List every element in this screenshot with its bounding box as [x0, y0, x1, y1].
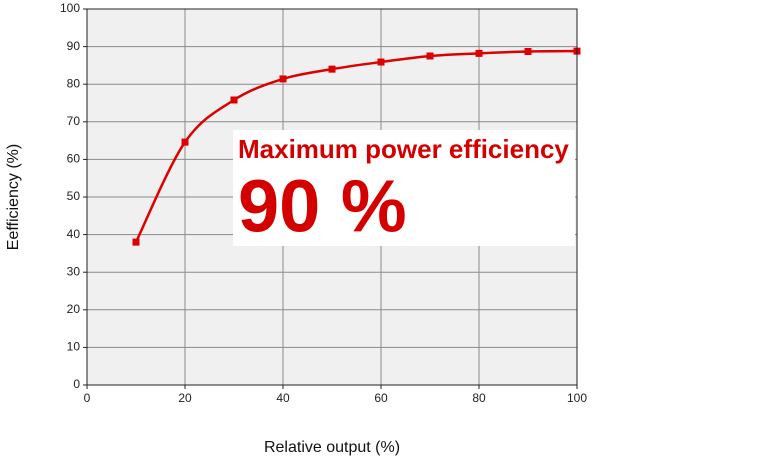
annotation: Maximum power efficiency [238, 134, 569, 164]
marker [230, 96, 238, 104]
y-tick-label: 100 [60, 1, 80, 15]
x-tick-label: 40 [276, 391, 290, 405]
x-tick-label: 0 [84, 391, 91, 405]
marker [475, 49, 483, 57]
marker [328, 65, 336, 73]
marker [426, 52, 434, 60]
marker [132, 238, 140, 246]
marker [181, 138, 189, 146]
y-tick-label: 80 [67, 76, 81, 90]
y-tick-label: 30 [67, 264, 81, 278]
annotation: 90 % [238, 165, 407, 248]
y-axis-label: Eefficiency (%) [5, 144, 22, 250]
marker [377, 58, 385, 66]
x-tick-label: 100 [567, 391, 587, 405]
y-tick-label: 90 [67, 39, 81, 53]
y-tick-label: 0 [73, 377, 80, 391]
y-tick-label: 10 [67, 340, 81, 354]
x-tick-label: 80 [472, 391, 486, 405]
y-tick-label: 40 [67, 227, 81, 241]
x-tick-label: 60 [374, 391, 388, 405]
y-tick-label: 20 [67, 302, 81, 316]
series-line [134, 49, 578, 243]
y-tick-label: 70 [67, 114, 81, 128]
x-tick-label: 20 [178, 391, 192, 405]
y-tick-label: 60 [67, 152, 81, 166]
y-tick-label: 50 [67, 189, 81, 203]
annotation-box [233, 130, 575, 246]
marker [279, 75, 287, 83]
x-axis-label: Relative output (%) [264, 439, 400, 456]
marker [524, 47, 532, 55]
